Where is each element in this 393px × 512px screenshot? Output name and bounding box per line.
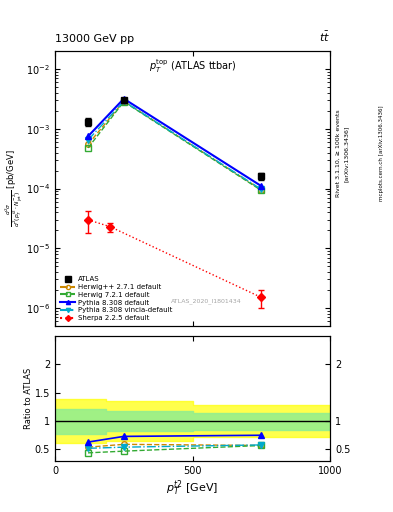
Text: $t\bar{t}$: $t\bar{t}$	[319, 29, 330, 44]
Y-axis label: Ratio to ATLAS: Ratio to ATLAS	[24, 368, 33, 429]
Text: Rivet 3.1.10, ≥ 100k events: Rivet 3.1.10, ≥ 100k events	[336, 110, 341, 198]
Text: 13000 GeV pp: 13000 GeV pp	[55, 33, 134, 44]
X-axis label: $p_T^{t2}$ [GeV]: $p_T^{t2}$ [GeV]	[166, 478, 219, 498]
Y-axis label: $\frac{d^2\sigma}{d^2(p_T^{t2}\cdot N_{\mathrm{jet}}^{-2})}$ [pb/GeV]: $\frac{d^2\sigma}{d^2(p_T^{t2}\cdot N_{\…	[4, 150, 25, 227]
Text: [arXiv:1306.3436]: [arXiv:1306.3436]	[344, 125, 349, 182]
Text: mcplots.cern.ch [arXiv:1306.3436]: mcplots.cern.ch [arXiv:1306.3436]	[379, 106, 384, 201]
Legend: ATLAS, Herwig++ 2.7.1 default, Herwig 7.2.1 default, Pythia 8.308 default, Pythi: ATLAS, Herwig++ 2.7.1 default, Herwig 7.…	[59, 275, 174, 323]
Text: ATLAS_2020_I1801434: ATLAS_2020_I1801434	[171, 298, 242, 304]
Text: $p_T^{\mathrm{top}}$ (ATLAS ttbar): $p_T^{\mathrm{top}}$ (ATLAS ttbar)	[149, 57, 237, 75]
